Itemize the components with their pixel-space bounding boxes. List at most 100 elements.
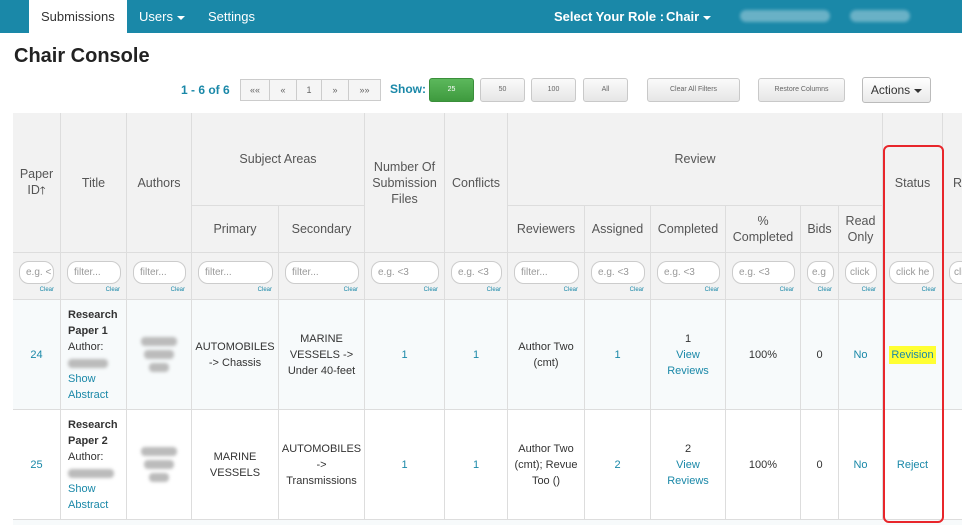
pager-next-button[interactable]: » — [321, 79, 349, 101]
filter-completed-input[interactable]: e.g. <3 — [657, 261, 720, 284]
redacted-user-info — [740, 10, 830, 22]
header-paper-id[interactable]: Paper ID🡑 — [13, 113, 61, 253]
paper-id-link[interactable]: 24 — [30, 348, 43, 361]
clear-filter-link[interactable]: Clear — [563, 287, 578, 293]
header-read-only[interactable]: Read Only — [839, 206, 883, 253]
filter-cell-primary: filter... Clear — [192, 253, 279, 300]
read-only-link[interactable]: No — [853, 458, 868, 471]
header-bids[interactable]: Bids — [801, 206, 839, 253]
table-row-conflicts[interactable]: 1 — [445, 300, 508, 410]
header-conflicts[interactable]: Conflicts — [445, 113, 508, 253]
show-50-button[interactable]: 50 — [480, 78, 525, 102]
table-row-paper-id[interactable]: 25 — [13, 410, 61, 520]
clear-filter-link[interactable]: Clear — [39, 287, 54, 293]
role-selector[interactable]: Chair — [666, 0, 712, 33]
clear-filter-link[interactable]: Clear — [170, 287, 185, 293]
pager-prev-button[interactable]: « — [269, 79, 297, 101]
table-row-num-files[interactable]: 1 — [365, 410, 445, 520]
tab-users-label: Users — [139, 9, 173, 24]
redacted-author-line — [141, 337, 177, 346]
clear-filter-link[interactable]: Clear — [817, 287, 832, 293]
header-authors[interactable]: Authors — [127, 113, 192, 253]
clear-filter-link[interactable]: Clear — [486, 287, 501, 293]
clear-filter-link[interactable]: Clear — [423, 287, 438, 293]
redacted-author — [68, 358, 108, 368]
table-row-assigned[interactable]: 2 — [585, 410, 651, 520]
tab-submissions[interactable]: Submissions — [29, 0, 127, 33]
table-row-conflicts[interactable]: 1 — [445, 410, 508, 520]
clear-filter-link[interactable]: Clear — [257, 287, 272, 293]
table-row-authors — [127, 300, 192, 410]
filter-paper-id-input[interactable]: e.g. < — [19, 261, 54, 284]
filter-read-only-input[interactable]: click — [845, 261, 877, 284]
completed-count: 1 — [684, 332, 692, 345]
header-pct-completed[interactable]: % Completed — [726, 206, 801, 253]
top-navbar: Submissions Users Settings Select Your R… — [0, 0, 962, 33]
filter-cell-title: filter... Clear — [61, 253, 127, 300]
clear-filter-link[interactable]: Clear — [343, 287, 358, 293]
table-row-status[interactable]: Revision — [883, 300, 943, 410]
clear-filter-link[interactable]: Clear — [629, 287, 644, 293]
header-primary[interactable]: Primary — [192, 206, 279, 253]
clear-filters-button[interactable]: Clear All Filters — [647, 78, 740, 102]
table-row-paper-id[interactable]: 24 — [13, 300, 61, 410]
show-all-button[interactable]: All — [583, 78, 628, 102]
filter-pct-completed-input[interactable]: e.g. <3 — [732, 261, 795, 284]
pager-last-button[interactable]: »» — [348, 79, 381, 101]
show-label: Show: — [390, 82, 426, 96]
read-only-link[interactable]: No — [853, 348, 868, 361]
clear-filter-link[interactable]: Clear — [105, 287, 120, 293]
header-assigned[interactable]: Assigned — [585, 206, 651, 253]
conflicts-link[interactable]: 1 — [472, 458, 480, 471]
filter-reviewers-input[interactable]: filter... — [514, 261, 579, 284]
filter-primary-input[interactable]: filter... — [198, 261, 273, 284]
assigned-link[interactable]: 2 — [614, 458, 621, 471]
filter-assigned-input[interactable]: e.g. <3 — [591, 261, 645, 284]
filter-status-input[interactable]: click he — [889, 261, 934, 284]
header-status[interactable]: Status — [883, 113, 943, 253]
clear-filter-link[interactable]: Clear — [779, 287, 794, 293]
header-completed[interactable]: Completed — [651, 206, 726, 253]
tab-users[interactable]: Users — [139, 0, 185, 33]
header-partial-column[interactable]: R Su — [943, 113, 962, 253]
filter-secondary-input[interactable]: filter... — [285, 261, 359, 284]
table-row-assigned[interactable]: 1 — [585, 300, 651, 410]
assigned-link[interactable]: 1 — [614, 348, 621, 361]
filter-title-input[interactable]: filter... — [67, 261, 121, 284]
status-link[interactable]: Reject — [896, 458, 929, 471]
header-num-files[interactable]: Number Of Submission Files — [365, 113, 445, 253]
filter-conflicts-input[interactable]: e.g. <3 — [451, 261, 502, 284]
table-row-pct-completed: 100% — [726, 300, 801, 410]
show-100-button[interactable]: 100 — [531, 78, 576, 102]
show-25-button[interactable]: 25 — [429, 78, 474, 102]
table-row-num-files[interactable]: 1 — [365, 300, 445, 410]
table-row-read-only[interactable]: No — [839, 410, 883, 520]
filter-partial-input[interactable]: cli — [949, 261, 962, 284]
num-files-link[interactable]: 1 — [401, 348, 408, 361]
pager-page-button[interactable]: 1 — [296, 79, 322, 101]
clear-filter-link[interactable]: Clear — [921, 287, 936, 293]
filter-num-files-input[interactable]: e.g. <3 — [371, 261, 439, 284]
filter-authors-input[interactable]: filter... — [133, 261, 186, 284]
header-title[interactable]: Title — [61, 113, 127, 253]
clear-filter-link[interactable]: Clear — [704, 287, 719, 293]
tab-settings[interactable]: Settings — [208, 9, 255, 24]
restore-columns-button[interactable]: Restore Columns — [758, 78, 845, 102]
pager-first-button[interactable]: «« — [240, 79, 270, 101]
table-row-read-only[interactable]: No — [839, 300, 883, 410]
filter-bids-input[interactable]: e.g — [807, 261, 834, 284]
filter-cell-completed: e.g. <3 Clear — [651, 253, 726, 300]
view-reviews-link[interactable]: View Reviews — [667, 458, 709, 487]
view-reviews-link[interactable]: View Reviews — [667, 348, 709, 377]
header-secondary[interactable]: Secondary — [279, 206, 365, 253]
header-reviewers[interactable]: Reviewers — [508, 206, 585, 253]
actions-button[interactable]: Actions — [862, 77, 931, 103]
num-files-link[interactable]: 1 — [401, 458, 408, 471]
conflicts-link[interactable]: 1 — [472, 348, 480, 361]
redacted-author-line — [149, 473, 169, 482]
show-abstract-link[interactable]: Show Abstract — [68, 373, 109, 401]
show-abstract-link[interactable]: Show Abstract — [68, 483, 109, 511]
clear-filter-link[interactable]: Clear — [861, 287, 876, 293]
paper-id-link[interactable]: 25 — [30, 458, 43, 471]
status-badge[interactable]: Revision — [889, 345, 936, 364]
